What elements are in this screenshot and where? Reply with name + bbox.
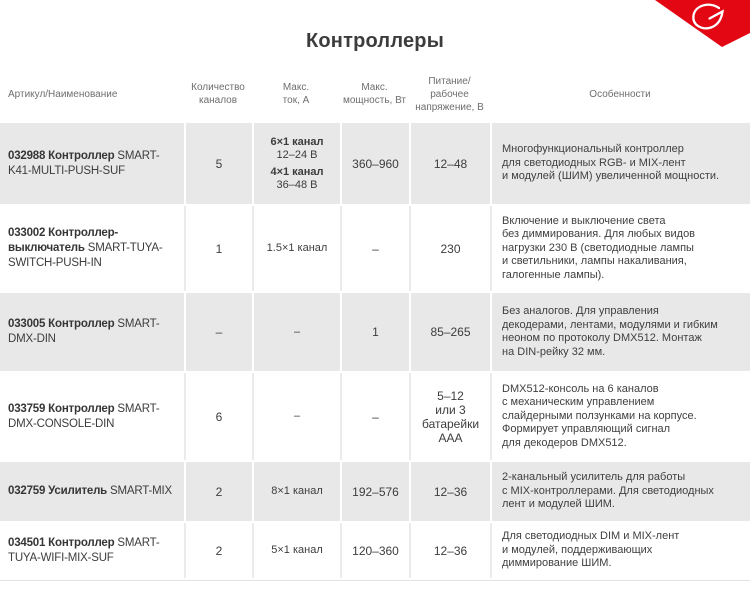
channels-cell: – [184, 293, 252, 371]
article-code: 033005 Контроллер [8, 318, 115, 330]
max-current-cell: – [252, 373, 340, 460]
table-header: Артикул/Наименование Количество каналов … [0, 57, 750, 123]
max-current-cell: 1.5×1 канал [252, 206, 340, 291]
article-model: SMART-K41-MULTI-PUSH-SUF [8, 149, 160, 177]
article-model: SMART-DMX-DIN [8, 318, 160, 345]
article-cell: 032759 Усилитель SMART-MIX [0, 484, 184, 499]
channels-cell: 5 [184, 123, 252, 204]
max-current-cell: – [252, 293, 340, 371]
current-line: 4×1 канал [270, 165, 324, 178]
article-model: SMART-DMX-CONSOLE-DIN [8, 402, 160, 430]
column-header-max-current: Макс. ток, А [282, 82, 310, 106]
table-row: 033005 Контроллер SMART-DMX-DIN – –1 85–265… [0, 293, 750, 371]
current-line: 36–48 В [276, 178, 318, 191]
column-header-max-power: Макс. мощность, Вт [342, 82, 406, 106]
article-code: 033002 Контроллер-выключатель [8, 227, 119, 254]
article-cell: 032988 Контроллер SMART-K41-MULTI-PUSH-S… [0, 149, 184, 179]
table-row: 034501 Контроллер SMART-TUYA-WIFI-MIX-SU… [0, 523, 750, 578]
column-header-channels: Количество каналов [191, 82, 245, 106]
current-line: 1.5×1 канал [266, 242, 328, 254]
column-header-supply-voltage: Питание/ рабочее напряжение, В [415, 75, 484, 113]
brand-flag-shape [655, 0, 750, 47]
supply-voltage-cell: 230 [409, 206, 490, 291]
channels-cell: 1 [184, 206, 252, 291]
current-line: 12–24 В [276, 148, 318, 161]
max-current-cell: 5×1 канал [252, 523, 340, 578]
supply-voltage-cell: 12–48 [409, 123, 490, 204]
article-code: 034501 Контроллер [8, 536, 115, 549]
table-row: 032759 Усилитель SMART-MIX 2 8×1 канал 192–… [0, 462, 750, 521]
brand-flag [655, 0, 750, 47]
max-power-cell: – [340, 373, 409, 460]
max-power-cell: 1 [340, 293, 409, 371]
channels-cell: 2 [184, 523, 252, 578]
max-current-cell: 8×1 канал [252, 462, 340, 521]
article-code: 032988 Контроллер [8, 149, 115, 162]
supply-voltage-cell: 12–36 [409, 523, 490, 578]
article-cell: 033759 Контроллер SMART-DMX-CONSOLE-DIN [0, 402, 184, 432]
current-line: – [293, 325, 301, 338]
article-cell: 033002 Контроллер-выключатель SMART-TUYA… [0, 226, 184, 271]
max-power-cell: 360–960 [340, 123, 409, 204]
features-cell: Включение и выключение света без диммиро… [490, 206, 750, 291]
max-power-cell: 192–576 [340, 462, 409, 521]
column-header-features: Особенности [589, 88, 651, 100]
features-cell: Для светодиодных DIM и MIX-лент и модуле… [490, 523, 750, 578]
table-row: 032988 Контроллер SMART-K41-MULTI-PUSH-S… [0, 123, 750, 204]
article-cell: 034501 Контроллер SMART-TUYA-WIFI-MIX-SU… [0, 536, 184, 566]
channels-cell: 2 [184, 462, 252, 521]
features-cell: 2-канальный усилитель для работы с MIX-к… [490, 462, 750, 521]
supply-voltage-cell: 12–36 [409, 462, 490, 521]
table-row: 033759 Контроллер SMART-DMX-CONSOLE-DIN 6… [0, 373, 750, 460]
supply-voltage-cell: 5–12 или 3 батарейки ААА [409, 373, 490, 460]
current-line: – [293, 410, 301, 422]
max-current-cell: 6×1 канал 12–24 В 4×1 канал 36–48 В [252, 123, 340, 204]
features-cell: DMX512-консоль на 6 каналов с механическ… [490, 373, 750, 460]
features-cell: Многофункциональный контроллер для свето… [490, 123, 750, 204]
max-power-cell: 120–360 [340, 523, 409, 578]
article-model: SMART-MIX [107, 485, 172, 497]
table-bottom-divider [0, 580, 750, 581]
current-line: 6×1 канал [270, 135, 324, 148]
article-cell: 033005 Контроллер SMART-DMX-DIN [0, 317, 184, 347]
channels-cell: 6 [184, 373, 252, 460]
arlight-logo-icon [692, 3, 724, 30]
article-model: SMART-TUYA-WIFI-MIX-SUF [8, 536, 160, 564]
article-code: 032759 Усилитель [8, 485, 108, 497]
article-code: 033759 Контроллер [8, 402, 115, 415]
current-line: 5×1 канал [271, 544, 323, 556]
page-title: Контроллеры [305, 30, 444, 52]
supply-voltage-cell: 85–265 [409, 293, 490, 371]
table-body: 032988 Контроллер SMART-K41-MULTI-PUSH-S… [0, 123, 750, 578]
current-line: 8×1 канал [271, 485, 323, 497]
table-row: 033002 Контроллер-выключатель SMART-TUYA… [0, 206, 750, 291]
max-power-cell: – [340, 206, 409, 291]
column-header-article: Артикул/Наименование [8, 88, 118, 100]
article-model: SMART-TUYA-SWITCH-PUSH-IN [8, 242, 163, 269]
features-cell: Без аналогов. Для управления декодерами,… [490, 293, 750, 371]
